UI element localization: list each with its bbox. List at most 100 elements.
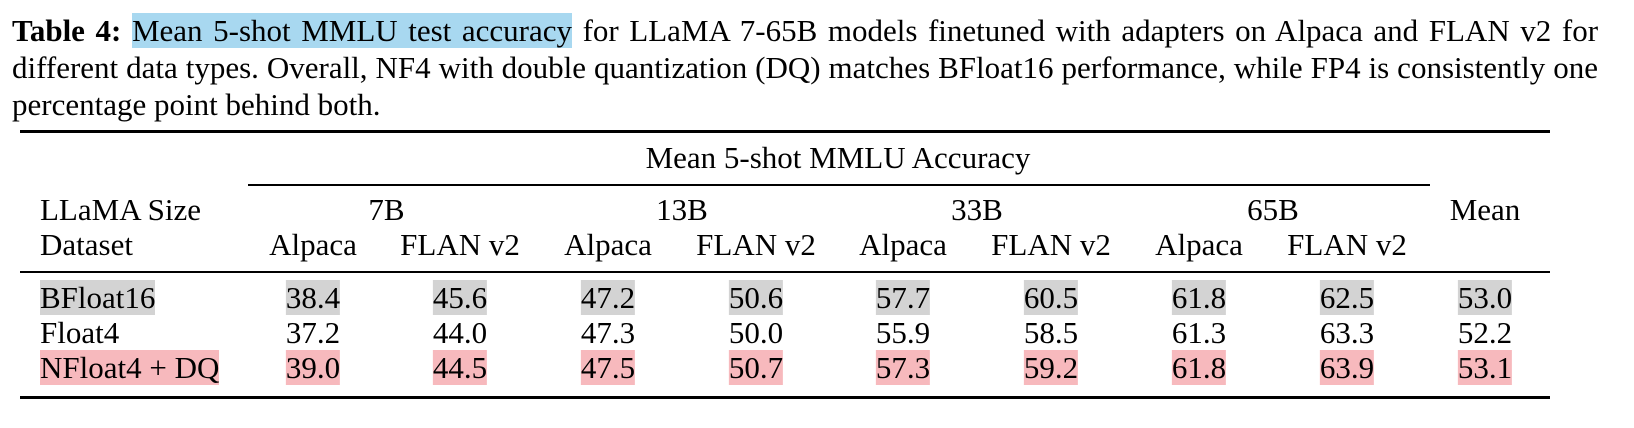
cell: 47.3 bbox=[581, 316, 635, 350]
cell: 45.6 bbox=[432, 280, 488, 315]
size-header: 7B bbox=[368, 193, 404, 227]
cell-text: 47.3 bbox=[580, 315, 636, 350]
cell-text: 63.3 bbox=[1319, 315, 1375, 350]
dataset-header-text: Alpaca bbox=[269, 227, 357, 262]
dataset-header: FLAN v2 bbox=[696, 228, 816, 262]
cell-text: 63.9 bbox=[1319, 350, 1375, 385]
cell-text: 44.0 bbox=[432, 315, 488, 350]
cell: 44.5 bbox=[432, 350, 488, 385]
caption-label: Table 4: bbox=[12, 13, 122, 48]
cell-text: 47.5 bbox=[580, 350, 636, 385]
cell-text: 57.3 bbox=[875, 350, 931, 385]
row-header-text: Dataset bbox=[40, 227, 133, 262]
row-label: NFloat4 + DQ bbox=[40, 350, 220, 385]
size-header: 65B bbox=[1247, 193, 1299, 227]
cell: 37.2 bbox=[286, 316, 340, 350]
cell: 52.2 bbox=[1458, 316, 1512, 350]
cell-text: 53.1 bbox=[1457, 350, 1513, 385]
cell: 44.0 bbox=[433, 316, 487, 350]
cell-text: 47.2 bbox=[580, 280, 636, 315]
row-label: Float4 bbox=[40, 316, 119, 350]
cell: 47.2 bbox=[580, 280, 636, 315]
cell-text: 53.0 bbox=[1457, 280, 1513, 315]
cell-text: 50.7 bbox=[728, 350, 784, 385]
dataset-header: Alpaca bbox=[564, 228, 652, 262]
cell-text: 61.8 bbox=[1171, 350, 1227, 385]
cell: 61.8 bbox=[1171, 280, 1227, 315]
cell: 50.0 bbox=[729, 316, 783, 350]
row-label-text: NFloat4 + DQ bbox=[40, 350, 220, 385]
cell: 50.7 bbox=[728, 350, 784, 385]
size-header: 33B bbox=[951, 193, 1003, 227]
cell-text: 58.5 bbox=[1023, 315, 1079, 350]
cell-text: 45.6 bbox=[432, 280, 488, 315]
row-label: BFloat16 bbox=[40, 280, 156, 315]
cell-text: 61.8 bbox=[1171, 280, 1227, 315]
cell: 57.7 bbox=[875, 280, 931, 315]
cell-text: 50.6 bbox=[728, 280, 784, 315]
cell-text: 39.0 bbox=[285, 350, 341, 385]
row-header: Dataset bbox=[40, 228, 133, 262]
row-header: LLaMA Size bbox=[40, 193, 201, 227]
dataset-header-text: Alpaca bbox=[1155, 227, 1243, 262]
dataset-header-text: FLAN v2 bbox=[696, 227, 816, 262]
cell-text: 37.2 bbox=[285, 315, 341, 350]
caption-text: for LLaMA 7-65B models finetuned with ad… bbox=[12, 13, 1599, 122]
cell-text: 62.5 bbox=[1319, 280, 1375, 315]
cell: 53.1 bbox=[1457, 350, 1513, 385]
cell: 47.5 bbox=[580, 350, 636, 385]
size-header: 13B bbox=[656, 193, 708, 227]
top-rule bbox=[20, 130, 1550, 133]
cell: 53.0 bbox=[1457, 280, 1513, 315]
dataset-header-text: FLAN v2 bbox=[400, 227, 520, 262]
dataset-header-text: FLAN v2 bbox=[1287, 227, 1407, 262]
cell-text: 44.5 bbox=[432, 350, 488, 385]
cell-text: 50.0 bbox=[728, 315, 784, 350]
cell: 39.0 bbox=[285, 350, 341, 385]
mean-header: Mean bbox=[1450, 193, 1521, 227]
mean-header-text: Mean bbox=[1449, 192, 1521, 227]
row-header-text: LLaMA Size bbox=[40, 192, 201, 227]
caption-highlight: Mean 5-shot MMLU test accuracy bbox=[131, 13, 572, 48]
cell: 50.6 bbox=[728, 280, 784, 315]
dataset-header: FLAN v2 bbox=[400, 228, 520, 262]
cell: 59.2 bbox=[1023, 350, 1079, 385]
dataset-header-text: FLAN v2 bbox=[991, 227, 1111, 262]
dataset-header: FLAN v2 bbox=[991, 228, 1111, 262]
dataset-header-text: Alpaca bbox=[859, 227, 947, 262]
cell: 63.3 bbox=[1320, 316, 1374, 350]
dataset-header-text: Alpaca bbox=[564, 227, 652, 262]
row-label-text: BFloat16 bbox=[40, 280, 156, 315]
mid-rule bbox=[20, 271, 1550, 273]
cell: 58.5 bbox=[1024, 316, 1078, 350]
group-rule bbox=[248, 184, 1430, 186]
cell: 55.9 bbox=[876, 316, 930, 350]
group-header: Mean 5-shot MMLU Accuracy bbox=[646, 141, 1031, 175]
cell-text: 60.5 bbox=[1023, 280, 1079, 315]
size-header-text: 7B bbox=[368, 192, 405, 227]
size-header-text: 65B bbox=[1247, 192, 1299, 227]
cell-text: 38.4 bbox=[285, 280, 341, 315]
cell: 63.9 bbox=[1319, 350, 1375, 385]
cell-text: 55.9 bbox=[875, 315, 931, 350]
dataset-header: Alpaca bbox=[859, 228, 947, 262]
cell: 60.5 bbox=[1023, 280, 1079, 315]
row-label-text: Float4 bbox=[40, 315, 120, 350]
caption: Table 4: Mean 5-shot MMLU test accuracy … bbox=[12, 12, 1598, 123]
dataset-header: FLAN v2 bbox=[1287, 228, 1407, 262]
size-header-text: 13B bbox=[656, 192, 708, 227]
bottom-rule bbox=[20, 396, 1550, 399]
cell: 61.3 bbox=[1172, 316, 1226, 350]
cell: 38.4 bbox=[285, 280, 341, 315]
cell-text: 61.3 bbox=[1171, 315, 1227, 350]
cell-text: 59.2 bbox=[1023, 350, 1079, 385]
cell-text: 57.7 bbox=[875, 280, 931, 315]
cell: 61.8 bbox=[1171, 350, 1227, 385]
dataset-header: Alpaca bbox=[1155, 228, 1243, 262]
cell: 57.3 bbox=[875, 350, 931, 385]
cell: 62.5 bbox=[1319, 280, 1375, 315]
group-header-text: Mean 5-shot MMLU Accuracy bbox=[645, 140, 1031, 175]
cell-text: 52.2 bbox=[1457, 315, 1513, 350]
dataset-header: Alpaca bbox=[269, 228, 357, 262]
